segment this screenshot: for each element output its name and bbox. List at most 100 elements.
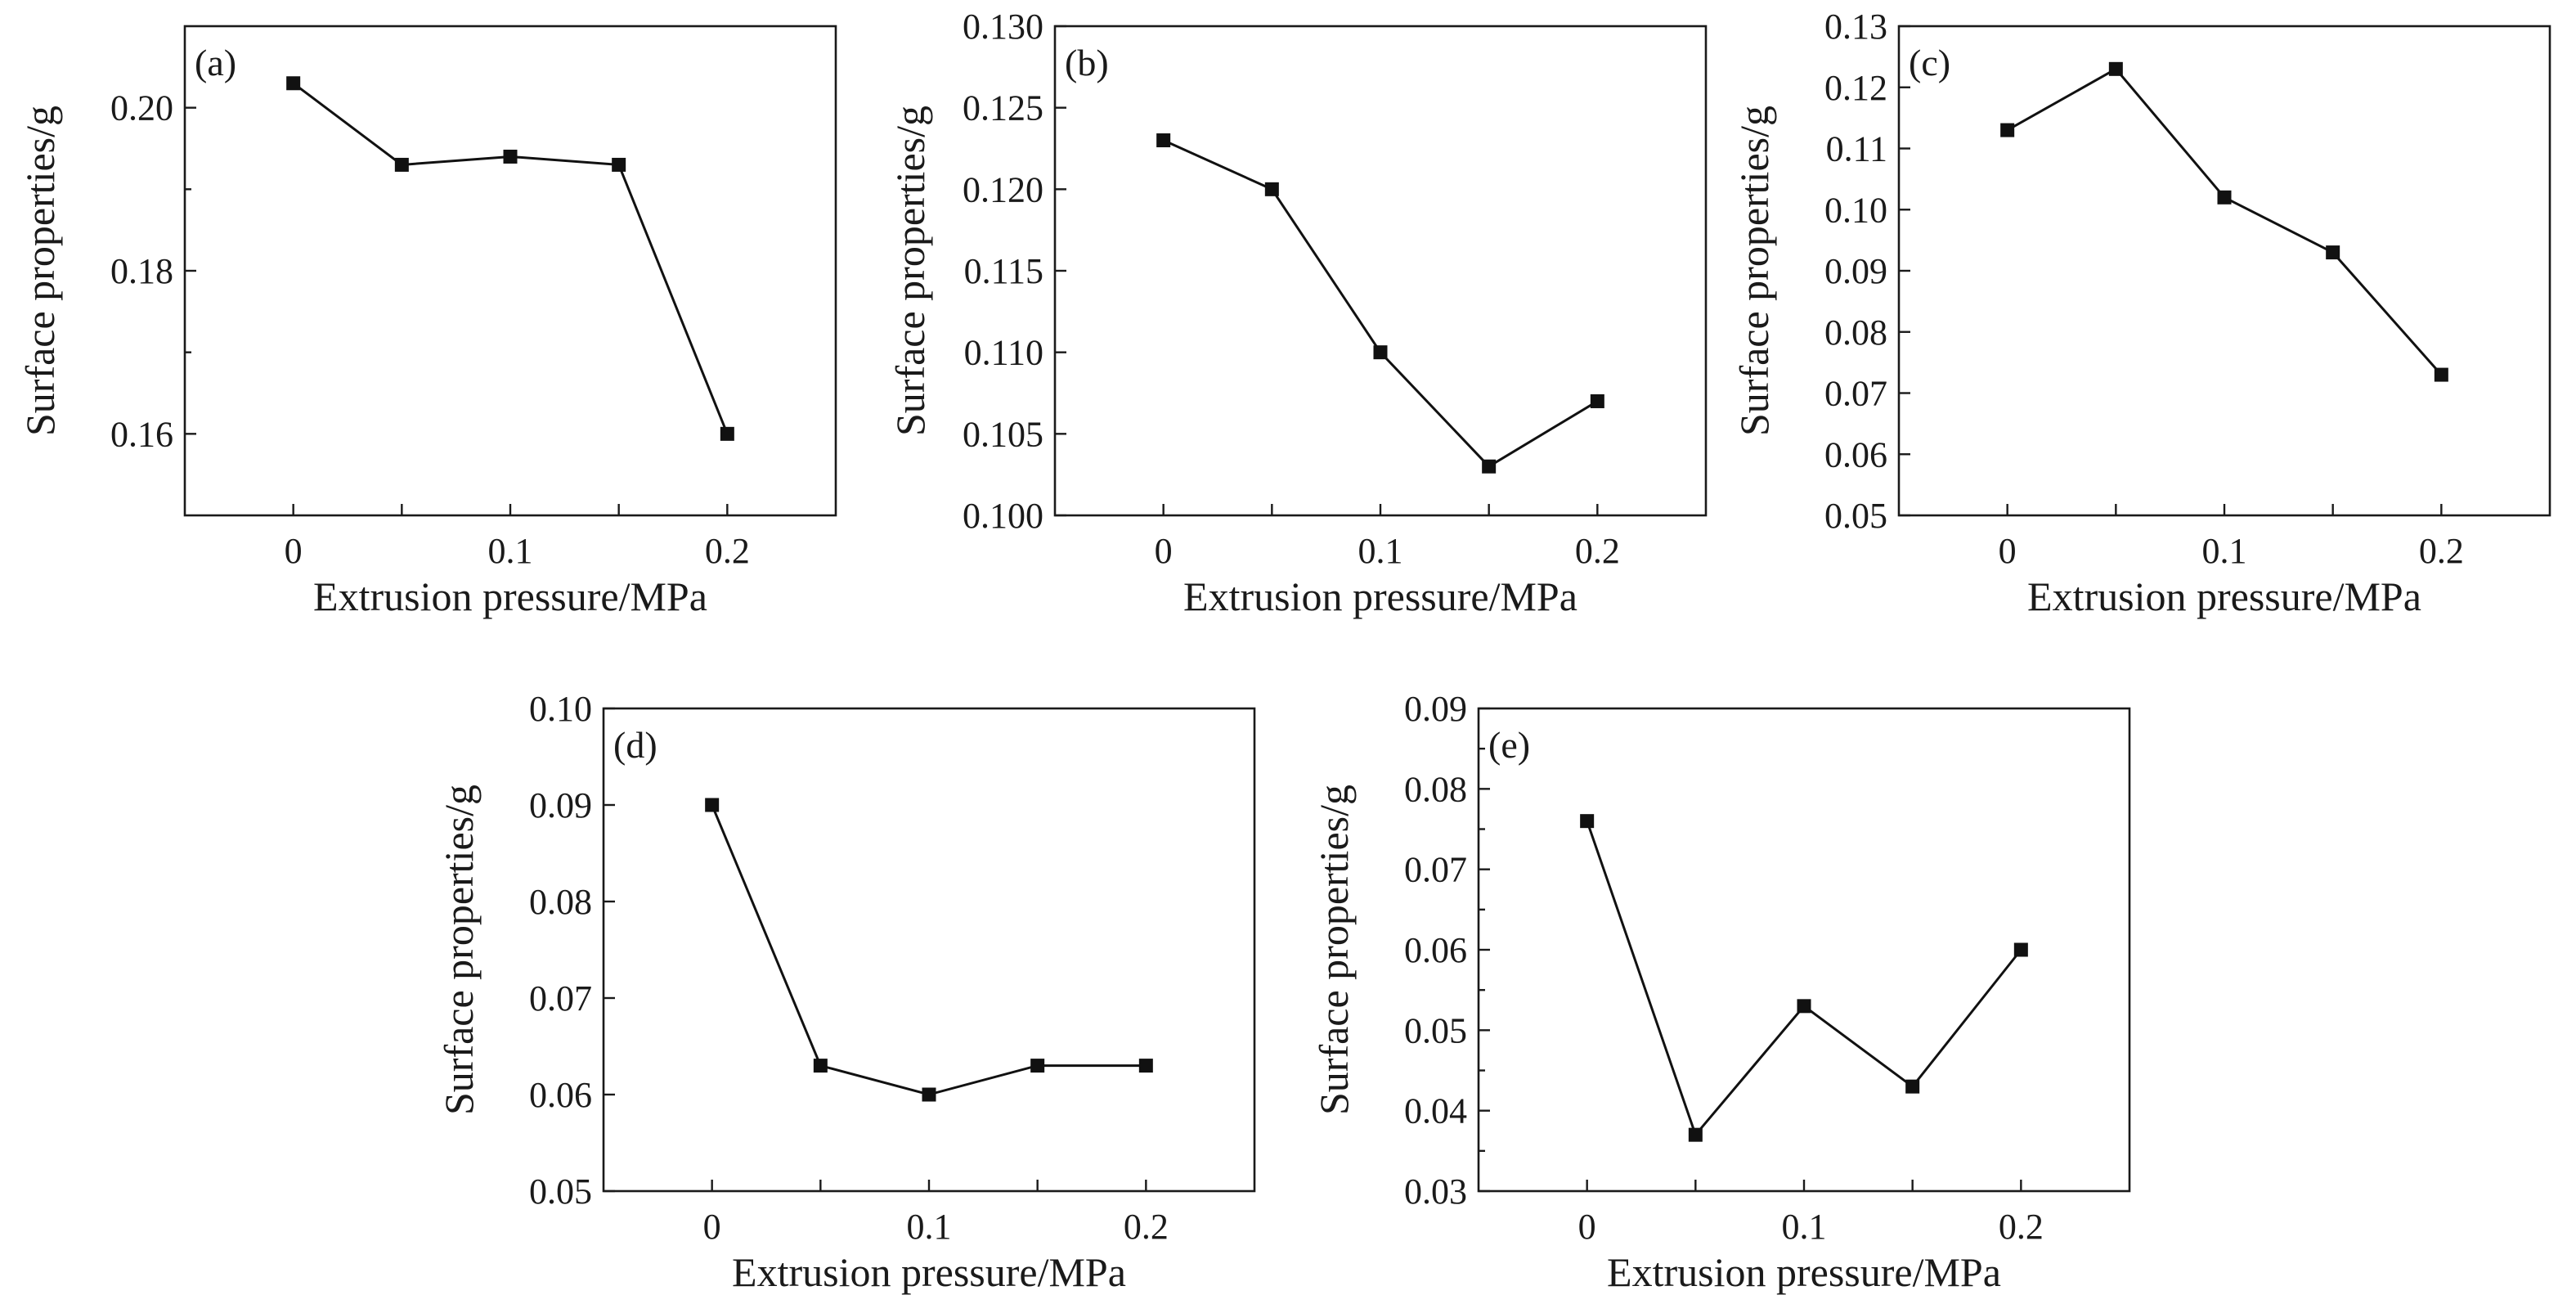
data-point-marker (813, 1059, 828, 1073)
data-point-marker (1138, 1059, 1153, 1073)
plot-frame (183, 25, 837, 517)
x-tick-label: 0 (285, 531, 303, 571)
x-axis-label: Extrusion pressure/MPa (732, 1249, 1126, 1295)
y-tick-label: 0.100 (963, 496, 1043, 536)
y-tick-label: 0.20 (110, 88, 173, 128)
x-tick-label: 0.1 (907, 1207, 952, 1247)
x-tick-label: 0.1 (1782, 1207, 1827, 1247)
x-tick-label: 0.1 (2202, 531, 2247, 571)
y-tick-label: 0.08 (529, 882, 592, 922)
data-point-marker (1797, 999, 1811, 1014)
plot-frame (1897, 25, 2551, 517)
data-point-marker (2108, 61, 2123, 76)
y-tick-label: 0.130 (963, 7, 1043, 47)
y-tick-label: 0.16 (110, 414, 173, 454)
data-point-marker (286, 76, 301, 91)
plot-frame (602, 707, 1256, 1193)
y-tick-label: 0.105 (963, 414, 1043, 454)
x-tick-label: 0.2 (1575, 531, 1620, 571)
y-tick-label: 0.06 (529, 1075, 592, 1115)
x-tick-label: 0.2 (1999, 1207, 2044, 1247)
y-tick-label: 0.11 (1826, 129, 1887, 169)
x-axis-label: Extrusion pressure/MPa (2027, 573, 2421, 619)
x-tick-label: 0 (1578, 1207, 1596, 1247)
y-axis-label: Surface properties/g (436, 785, 482, 1115)
data-point-marker (2013, 942, 2028, 957)
y-tick-label: 0.125 (963, 88, 1043, 128)
data-point-marker (1156, 133, 1171, 148)
plot-frame (1477, 707, 2131, 1193)
panel-label: (e) (1488, 724, 1530, 766)
data-point-marker (1373, 345, 1388, 360)
chart-panel-d: 0 0.1 0.2 0.05 0.06 0.07 0.08 0.09 0.10 Extrusion… (436, 689, 1256, 1295)
series-line (1586, 821, 2022, 1138)
y-axis-label: Surface properties/g (1311, 785, 1357, 1115)
series-line (711, 804, 1147, 1096)
y-tick-label: 0.08 (1824, 313, 1887, 353)
data-point-marker (2217, 190, 2232, 205)
y-tick-label: 0.13 (1824, 7, 1887, 47)
y-tick-label: 0.07 (1404, 850, 1467, 890)
data-point-marker (2434, 367, 2448, 382)
y-tick-label: 0.09 (1824, 251, 1887, 291)
x-tick-label: 0.1 (488, 531, 533, 571)
x-tick-label: 0.2 (1124, 1207, 1169, 1247)
chart-panel-b: 0 0.1 0.2 0.100 0.105 0.110 0.115 0.120 0.125 0.1… (887, 7, 1708, 619)
panel-label: (a) (195, 42, 236, 83)
data-point-marker (503, 149, 518, 164)
plot-frame (1053, 25, 1708, 517)
x-tick-label: 0 (1999, 531, 2017, 571)
x-tick-label: 0 (1155, 531, 1173, 571)
y-axis-label: Surface properties/g (887, 106, 933, 436)
y-tick-label: 0.04 (1404, 1091, 1467, 1131)
data-point-marker (1030, 1059, 1045, 1073)
y-tick-label: 0.115 (964, 251, 1043, 291)
y-tick-label: 0.110 (964, 333, 1043, 373)
y-tick-label: 0.09 (529, 785, 592, 825)
y-axis-label: Surface properties/g (17, 106, 63, 436)
chart-panel-a: 0 0.1 0.2 0.16 0.18 0.20 Extrusion pressure/MP… (17, 25, 837, 619)
y-tick-label: 0.06 (1824, 434, 1887, 474)
data-point-marker (1264, 182, 1279, 196)
data-point-marker (922, 1087, 936, 1102)
data-point-marker (2000, 123, 2015, 137)
y-tick-label: 0.06 (1404, 930, 1467, 970)
x-tick-label: 0 (703, 1207, 721, 1247)
y-tick-label: 0.05 (1404, 1010, 1467, 1050)
chart-panel-c: 0 0.1 0.2 0.05 0.06 0.07 0.08 0.09 0.10 0.11 0.12 0… (1731, 7, 2551, 619)
y-tick-label: 0.120 (963, 169, 1043, 209)
y-tick-label: 0.18 (110, 251, 173, 291)
data-point-marker (1482, 459, 1497, 474)
y-tick-label: 0.08 (1404, 769, 1467, 809)
series-line (1163, 139, 1599, 469)
series-line (292, 82, 729, 434)
data-point-marker (394, 157, 409, 172)
data-point-marker (1905, 1079, 1920, 1094)
y-axis-label: Surface properties/g (1731, 106, 1777, 436)
panel-label: (d) (613, 724, 657, 766)
x-tick-label: 0.2 (705, 531, 750, 571)
data-point-marker (1688, 1127, 1703, 1142)
x-axis-label: Extrusion pressure/MPa (1183, 573, 1577, 619)
data-point-marker (705, 798, 720, 812)
series-line (2006, 67, 2443, 376)
x-axis-label: Extrusion pressure/MPa (1607, 1249, 2001, 1295)
x-tick-label: 0.1 (1358, 531, 1403, 571)
y-tick-label: 0.03 (1404, 1171, 1467, 1212)
x-axis-label: Extrusion pressure/MPa (313, 573, 707, 619)
panel-label: (b) (1065, 42, 1109, 83)
data-point-marker (1590, 393, 1604, 408)
y-tick-label: 0.10 (1824, 190, 1887, 230)
y-tick-label: 0.09 (1404, 689, 1467, 729)
data-point-marker (612, 157, 626, 172)
data-point-marker (720, 426, 734, 441)
data-point-marker (1580, 814, 1595, 829)
y-tick-label: 0.05 (1824, 496, 1887, 536)
x-tick-label: 0.2 (2419, 531, 2464, 571)
y-tick-label: 0.05 (529, 1171, 592, 1212)
y-tick-label: 0.07 (529, 978, 592, 1018)
y-tick-label: 0.07 (1824, 374, 1887, 414)
y-tick-label: 0.12 (1824, 68, 1887, 108)
panel-label: (c) (1909, 42, 1950, 83)
